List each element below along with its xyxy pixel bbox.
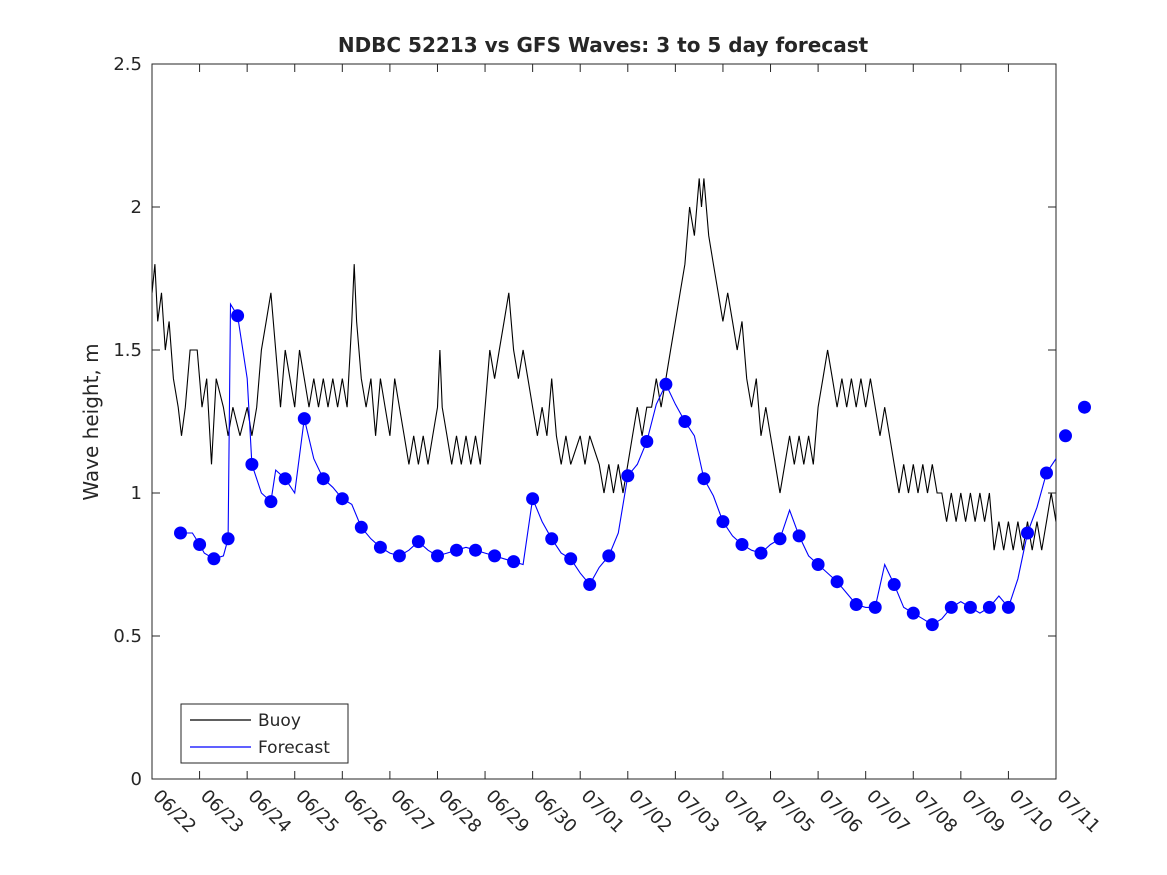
forecast-marker [1059,429,1072,443]
y-tick-label: 1 [131,483,142,504]
forecast-marker [678,415,692,428]
forecast-marker [849,598,863,611]
forecast-marker [963,600,977,614]
forecast-marker [716,515,730,529]
forecast-marker [583,578,597,591]
forecast-marker [316,472,330,486]
forecast-marker [431,549,444,563]
forecast-marker [278,472,292,486]
forecast-marker [545,532,559,546]
y-tick-label: 2 [131,197,142,218]
plot-frame [151,63,1057,780]
forecast-marker [564,552,578,566]
forecast-marker [754,546,768,560]
legend-forecast-label: Forecast [258,738,330,758]
forecast-marker [773,532,787,546]
forecast-marker [245,457,259,471]
chart-title: NDBC 52213 vs GFS Waves: 3 to 5 day fore… [338,33,869,57]
forecast-marker [925,618,939,632]
forecast-marker [792,529,806,543]
forecast-marker [469,543,482,557]
forecast-marker [868,600,882,614]
y-tick-label: 1.5 [113,340,142,361]
forecast-marker [373,540,387,554]
legend-box [180,703,349,764]
forecast-marker [982,600,996,614]
forecast-marker [193,538,207,551]
forecast-marker [621,469,635,483]
forecast-marker [640,435,654,448]
forecast-marker [830,575,844,589]
y-tick-label: 0.5 [113,626,142,647]
series-line-buoy [152,178,1056,551]
forecast-marker [450,543,463,557]
forecast-marker [1021,526,1034,540]
forecast-marker [735,538,749,551]
forecast-marker [488,549,502,563]
forecast-marker [887,578,901,591]
forecast-marker [811,558,825,571]
y-axis-label: Wave height, m [79,343,103,500]
forecast-marker [1040,466,1053,480]
forecast-marker [231,309,245,323]
forecast-marker [526,492,540,506]
forecast-marker [659,377,673,391]
y-tick-label: 0 [131,769,142,790]
forecast-marker [906,606,920,620]
y-tick-label: 2.5 [113,54,142,75]
forecast-marker [221,532,235,546]
forecast-marker [297,412,311,426]
forecast-marker [602,549,616,563]
legend: Buoy Forecast [180,703,349,764]
forecast-marker [392,549,406,563]
forecast-marker [207,552,221,566]
forecast-marker [264,495,278,509]
forecast-marker [411,535,425,549]
forecast-marker [507,555,521,569]
forecast-marker [1078,400,1091,414]
forecast-marker [697,472,711,486]
forecast-marker [174,526,187,540]
forecast-marker [1001,600,1015,614]
forecast-marker [944,600,958,614]
forecast-marker [335,492,349,506]
forecast-marker [354,520,368,534]
legend-buoy-label: Buoy [258,711,301,731]
